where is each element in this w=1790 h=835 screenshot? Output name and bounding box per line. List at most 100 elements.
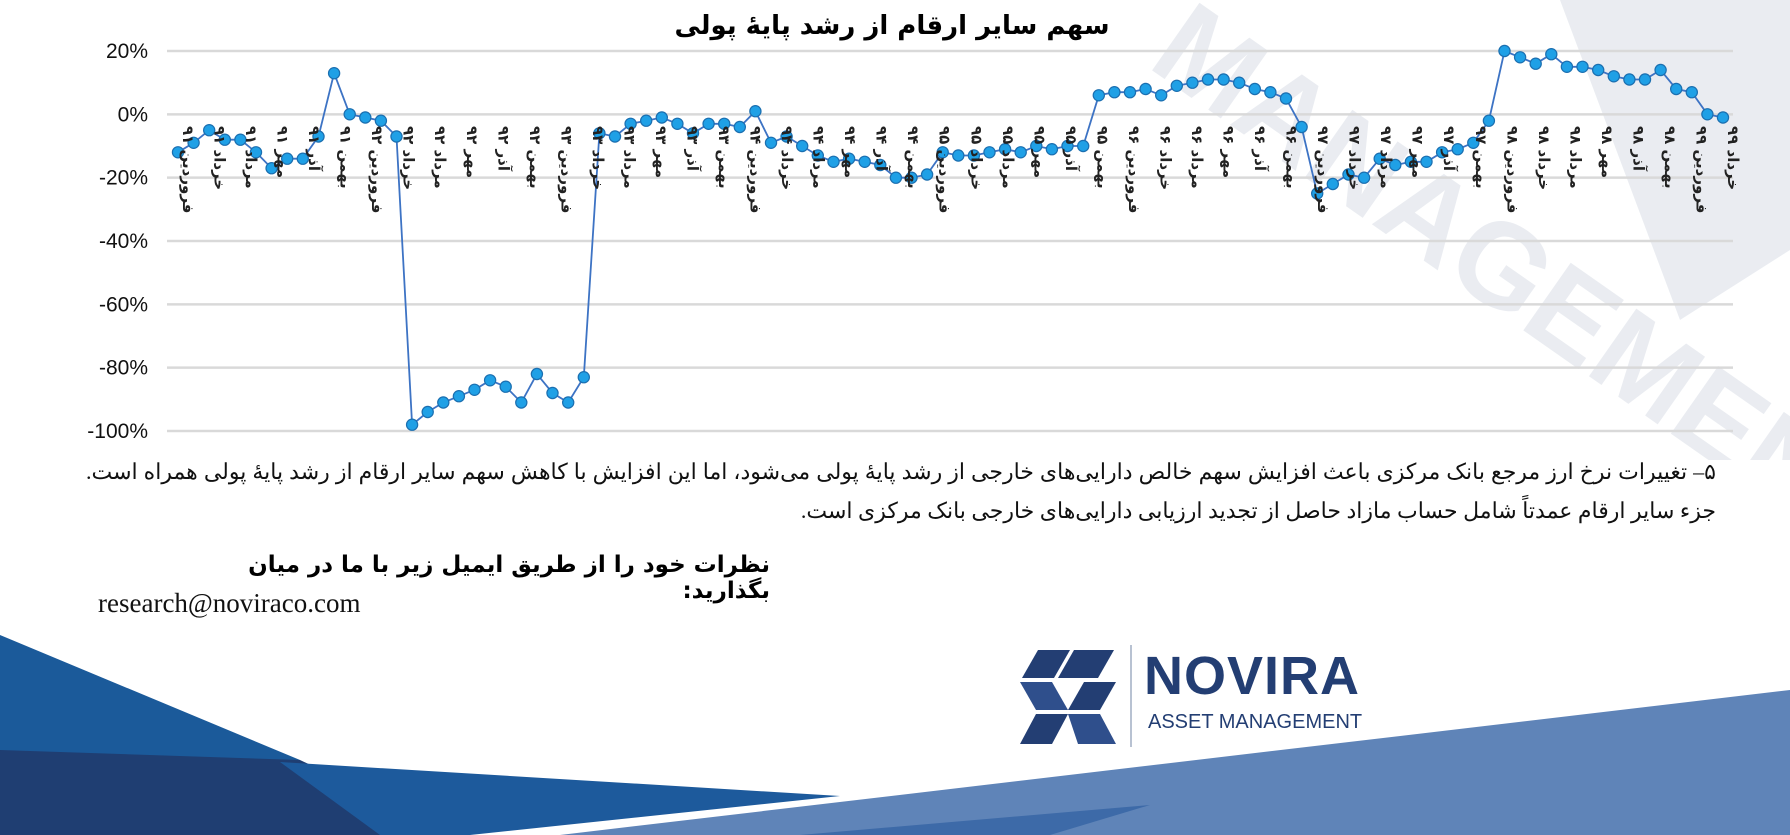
data-point [733,120,747,134]
data-point [1357,171,1371,184]
data-point [624,117,637,131]
y-tick-label: -60% [99,293,148,316]
data-point [202,123,216,137]
data-point [1030,139,1043,153]
y-axis-ticks: 20% 0% -20% -40% -60% -80% -100% [87,40,148,443]
data-point [749,104,762,118]
x-tick-label: مهر ۹۳ [652,126,670,178]
data-point [1092,89,1106,102]
data-point [1310,187,1324,200]
x-tick-label: مهر ۹۱ [274,126,292,178]
x-tick-label: مهر ۹۶ [1220,126,1238,178]
data-point [452,390,466,403]
data-point [983,146,996,159]
x-tick-label: مرداد ۹۳ [620,126,638,189]
x-tick-label: فروردین ۹۱ [179,126,197,213]
y-tick-label: -40% [99,230,148,253]
data-point [1685,85,1699,99]
data-point [811,149,825,162]
data-point [343,108,356,121]
data-point [1451,142,1464,156]
data-point [1045,142,1059,156]
data-point [1139,82,1152,96]
brand-name: NOVIRA [1144,646,1361,706]
x-tick-label: خرداد ۹۲ [400,126,418,190]
x-tick-label: بهمن ۹۸ [1661,126,1679,189]
data-point [405,418,419,431]
novira-logo-icon [1020,650,1116,744]
x-tick-label: آذر ۹۸ [1629,126,1647,172]
x-tick-label: آذر ۹۷ [1440,126,1458,172]
data-point [1061,139,1074,153]
data-point [1264,85,1277,99]
y-tick-label: 20% [106,40,148,63]
data-point [905,171,918,184]
brand-subtitle: ASSET MANAGEMENT [1148,711,1363,733]
data-point [1342,168,1355,181]
data-point [1373,152,1386,165]
data-point [1669,82,1683,96]
x-tick-label: مهر ۹۵ [1030,126,1048,178]
x-tick-label: خرداد ۹۵ [967,126,985,190]
data-point [967,149,981,162]
x-tick-label: بهمن ۹۵ [1093,126,1111,189]
x-tick-label: فروردین ۹۶ [1125,126,1143,213]
x-tick-label: خرداد ۹۴ [778,126,796,190]
x-tick-label: آذر ۹۱ [305,126,323,172]
x-tick-label: بهمن ۹۳ [715,126,733,189]
data-point [1014,146,1027,159]
data-point [249,146,263,159]
x-tick-label: مرداد ۹۶ [1188,126,1206,189]
x-tick-label: فروردین ۹۲ [368,126,386,213]
data-point [577,371,591,384]
data-point [718,117,731,131]
data-point [1701,108,1714,121]
data-point [1123,85,1137,99]
data-point [312,130,325,143]
x-tick-label: مرداد ۹۴ [810,126,828,189]
data-point [1186,76,1199,89]
data-point [827,155,840,168]
footer-banner [0,635,1790,835]
data-point [1623,73,1636,86]
x-tick-label: بهمن ۹۴ [904,126,922,189]
x-tick-label: آذر ۹۲ [494,126,512,172]
data-point [952,149,965,162]
data-point [1279,92,1293,105]
data-point [671,117,684,131]
x-tick-label: مرداد ۹۸ [1566,126,1584,189]
data-point [483,374,497,387]
y-tick-label: -80% [99,357,148,380]
x-tick-label: بهمن ۹۷ [1472,126,1490,189]
data-point [437,396,450,409]
x-tick-label: مهر ۹۲ [463,126,481,178]
data-point [1529,57,1542,70]
data-point [1607,70,1621,83]
data-point [171,146,185,159]
data-point [562,396,575,409]
data-point [920,168,934,181]
x-tick-label: خرداد ۹۶ [1156,126,1174,190]
gridlines [167,49,1733,433]
x-axis-ticks: فروردین ۹۱ خرداد ۹۱ مرداد ۹۱ مهر ۹۱ آذر ۹۱ به… [179,126,1742,213]
data-point [998,142,1012,156]
data-point [1435,146,1449,159]
data-point [593,127,606,140]
x-tick-label: خرداد ۹۳ [589,126,607,190]
x-tick-label: خرداد ۹۸ [1535,126,1553,190]
y-tick-label: 0% [118,103,148,126]
x-tick-label: فروردین ۹۵ [936,126,954,213]
chart-title: سهم سایر ارقام از رشد پایهٔ پولی [674,11,1109,41]
data-point [655,111,669,124]
x-tick-label: مرداد ۹۲ [431,126,449,189]
data-point [1498,44,1511,58]
contact-email-link[interactable]: research@noviraco.com [98,588,361,618]
data-point [359,111,372,124]
x-tick-label: بهمن ۹۱ [337,126,355,189]
data-point [874,158,887,172]
data-point [1576,60,1589,74]
data-point [281,152,294,165]
x-tick-label: مهر ۹۴ [841,126,859,178]
data-point [686,127,700,140]
data-point [1389,158,1402,172]
